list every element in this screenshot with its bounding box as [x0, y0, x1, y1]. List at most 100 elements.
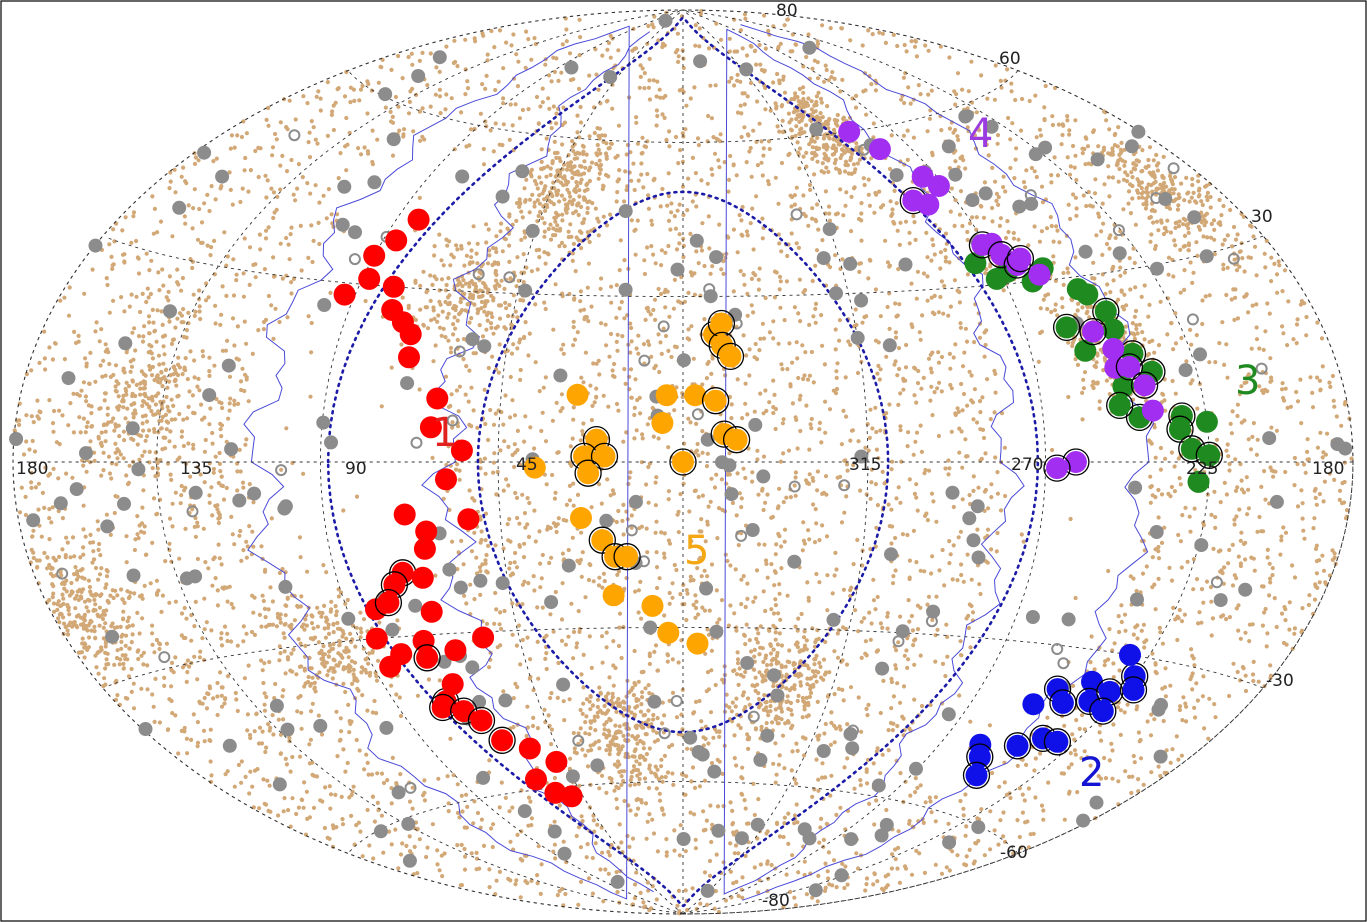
- grey-point: [734, 831, 749, 846]
- grey-point: [978, 186, 993, 201]
- grey-point: [565, 769, 580, 784]
- group-5-point: [719, 345, 742, 368]
- group-3-point: [1076, 283, 1099, 306]
- group-2-ring: [1043, 728, 1072, 756]
- group-1-ring: [488, 726, 516, 754]
- grey-point: [1193, 347, 1207, 362]
- grey-point: [658, 13, 673, 28]
- group-4-ring: [1079, 317, 1107, 346]
- group-1-point: [472, 626, 495, 649]
- group-3-point: [1055, 316, 1078, 339]
- group-5-point: [725, 428, 748, 451]
- grey-point: [603, 70, 618, 84]
- group-3-point: [1169, 418, 1191, 441]
- grey-point: [1012, 199, 1027, 214]
- grey-point: [386, 132, 401, 147]
- group-label-1: 1: [432, 410, 457, 456]
- group-3-ring: [1106, 391, 1134, 420]
- parallel-line: [106, 626, 1264, 689]
- grey-ring: [735, 529, 748, 542]
- group-5-ring: [574, 459, 602, 487]
- grey-point: [740, 656, 755, 670]
- grey-point: [816, 744, 831, 758]
- group-3-point: [1094, 300, 1117, 323]
- group-4-point: [1082, 320, 1105, 343]
- grey-point: [599, 513, 614, 528]
- grey-point: [941, 707, 956, 722]
- grey-point: [926, 604, 941, 619]
- group-1-point: [435, 468, 457, 491]
- grey-point: [676, 353, 691, 368]
- group-1-point: [411, 566, 434, 589]
- group-5-point: [672, 451, 694, 473]
- grey-ring: [446, 414, 459, 427]
- grey-point: [1238, 582, 1253, 597]
- grey-ring: [1210, 576, 1223, 589]
- grey-point: [854, 449, 869, 464]
- grey-point: [942, 835, 957, 850]
- grey-ring: [790, 208, 803, 221]
- lon-tick-label: 45: [516, 455, 538, 475]
- group-2-point: [1122, 678, 1145, 701]
- grey-point: [1187, 210, 1202, 225]
- grey-point: [547, 824, 562, 839]
- group-2-ring: [1089, 697, 1117, 725]
- group-1-ring: [374, 588, 403, 617]
- group-2-point: [965, 764, 988, 787]
- grey-point: [753, 752, 768, 767]
- group-1-point: [491, 729, 514, 752]
- grey-ring: [625, 524, 638, 537]
- lon-tick-label: 135: [180, 459, 212, 479]
- group-4-point: [1133, 374, 1156, 397]
- grey-point: [797, 822, 812, 837]
- grey-point: [707, 764, 722, 779]
- grey-point: [1151, 702, 1166, 717]
- grey-point: [1024, 196, 1039, 211]
- dotted-curve: [326, 16, 1040, 908]
- grey-point: [1153, 749, 1168, 764]
- grey-point: [53, 496, 68, 511]
- group-3-point: [1195, 410, 1218, 433]
- group-5-point: [710, 312, 733, 335]
- group-5-point: [573, 445, 595, 468]
- grey-point: [367, 175, 382, 190]
- grey-point: [188, 569, 203, 584]
- group-4-point: [911, 165, 934, 188]
- grey-point: [100, 519, 115, 534]
- group-4-point: [927, 175, 950, 197]
- group-2-point: [1091, 700, 1114, 723]
- group-3-point: [1187, 470, 1210, 493]
- grey-ring: [503, 271, 516, 284]
- grey-point: [138, 722, 153, 736]
- grey-ring: [1255, 362, 1268, 375]
- group-1-point: [377, 591, 400, 614]
- grey-point: [316, 415, 331, 430]
- grey-point: [854, 293, 869, 308]
- grey-point: [898, 257, 913, 272]
- group-1-point: [525, 768, 547, 791]
- group-4-point: [917, 193, 940, 216]
- grey-point: [215, 169, 230, 184]
- group-3-point: [1102, 318, 1125, 341]
- grey-ring: [1186, 313, 1199, 326]
- grey-point: [408, 598, 423, 613]
- grey-point: [809, 122, 824, 137]
- grey-point: [871, 778, 886, 793]
- grey-ring: [838, 479, 851, 492]
- group-1-point: [419, 416, 442, 439]
- grey-point: [557, 846, 572, 861]
- grey-point: [1128, 480, 1143, 495]
- grey-point: [163, 304, 177, 319]
- grey-point: [391, 785, 406, 800]
- group-5-point: [570, 507, 592, 529]
- grey-point: [465, 332, 480, 347]
- group-1-point: [393, 503, 416, 526]
- grey-point: [197, 145, 212, 160]
- grey-point: [1269, 494, 1284, 509]
- group-4-point: [990, 243, 1013, 266]
- lon-tick-label: 315: [849, 455, 881, 475]
- grey-point: [202, 388, 217, 403]
- grey-ring: [638, 354, 651, 367]
- grey-point: [1130, 592, 1144, 607]
- grey-point: [724, 487, 739, 502]
